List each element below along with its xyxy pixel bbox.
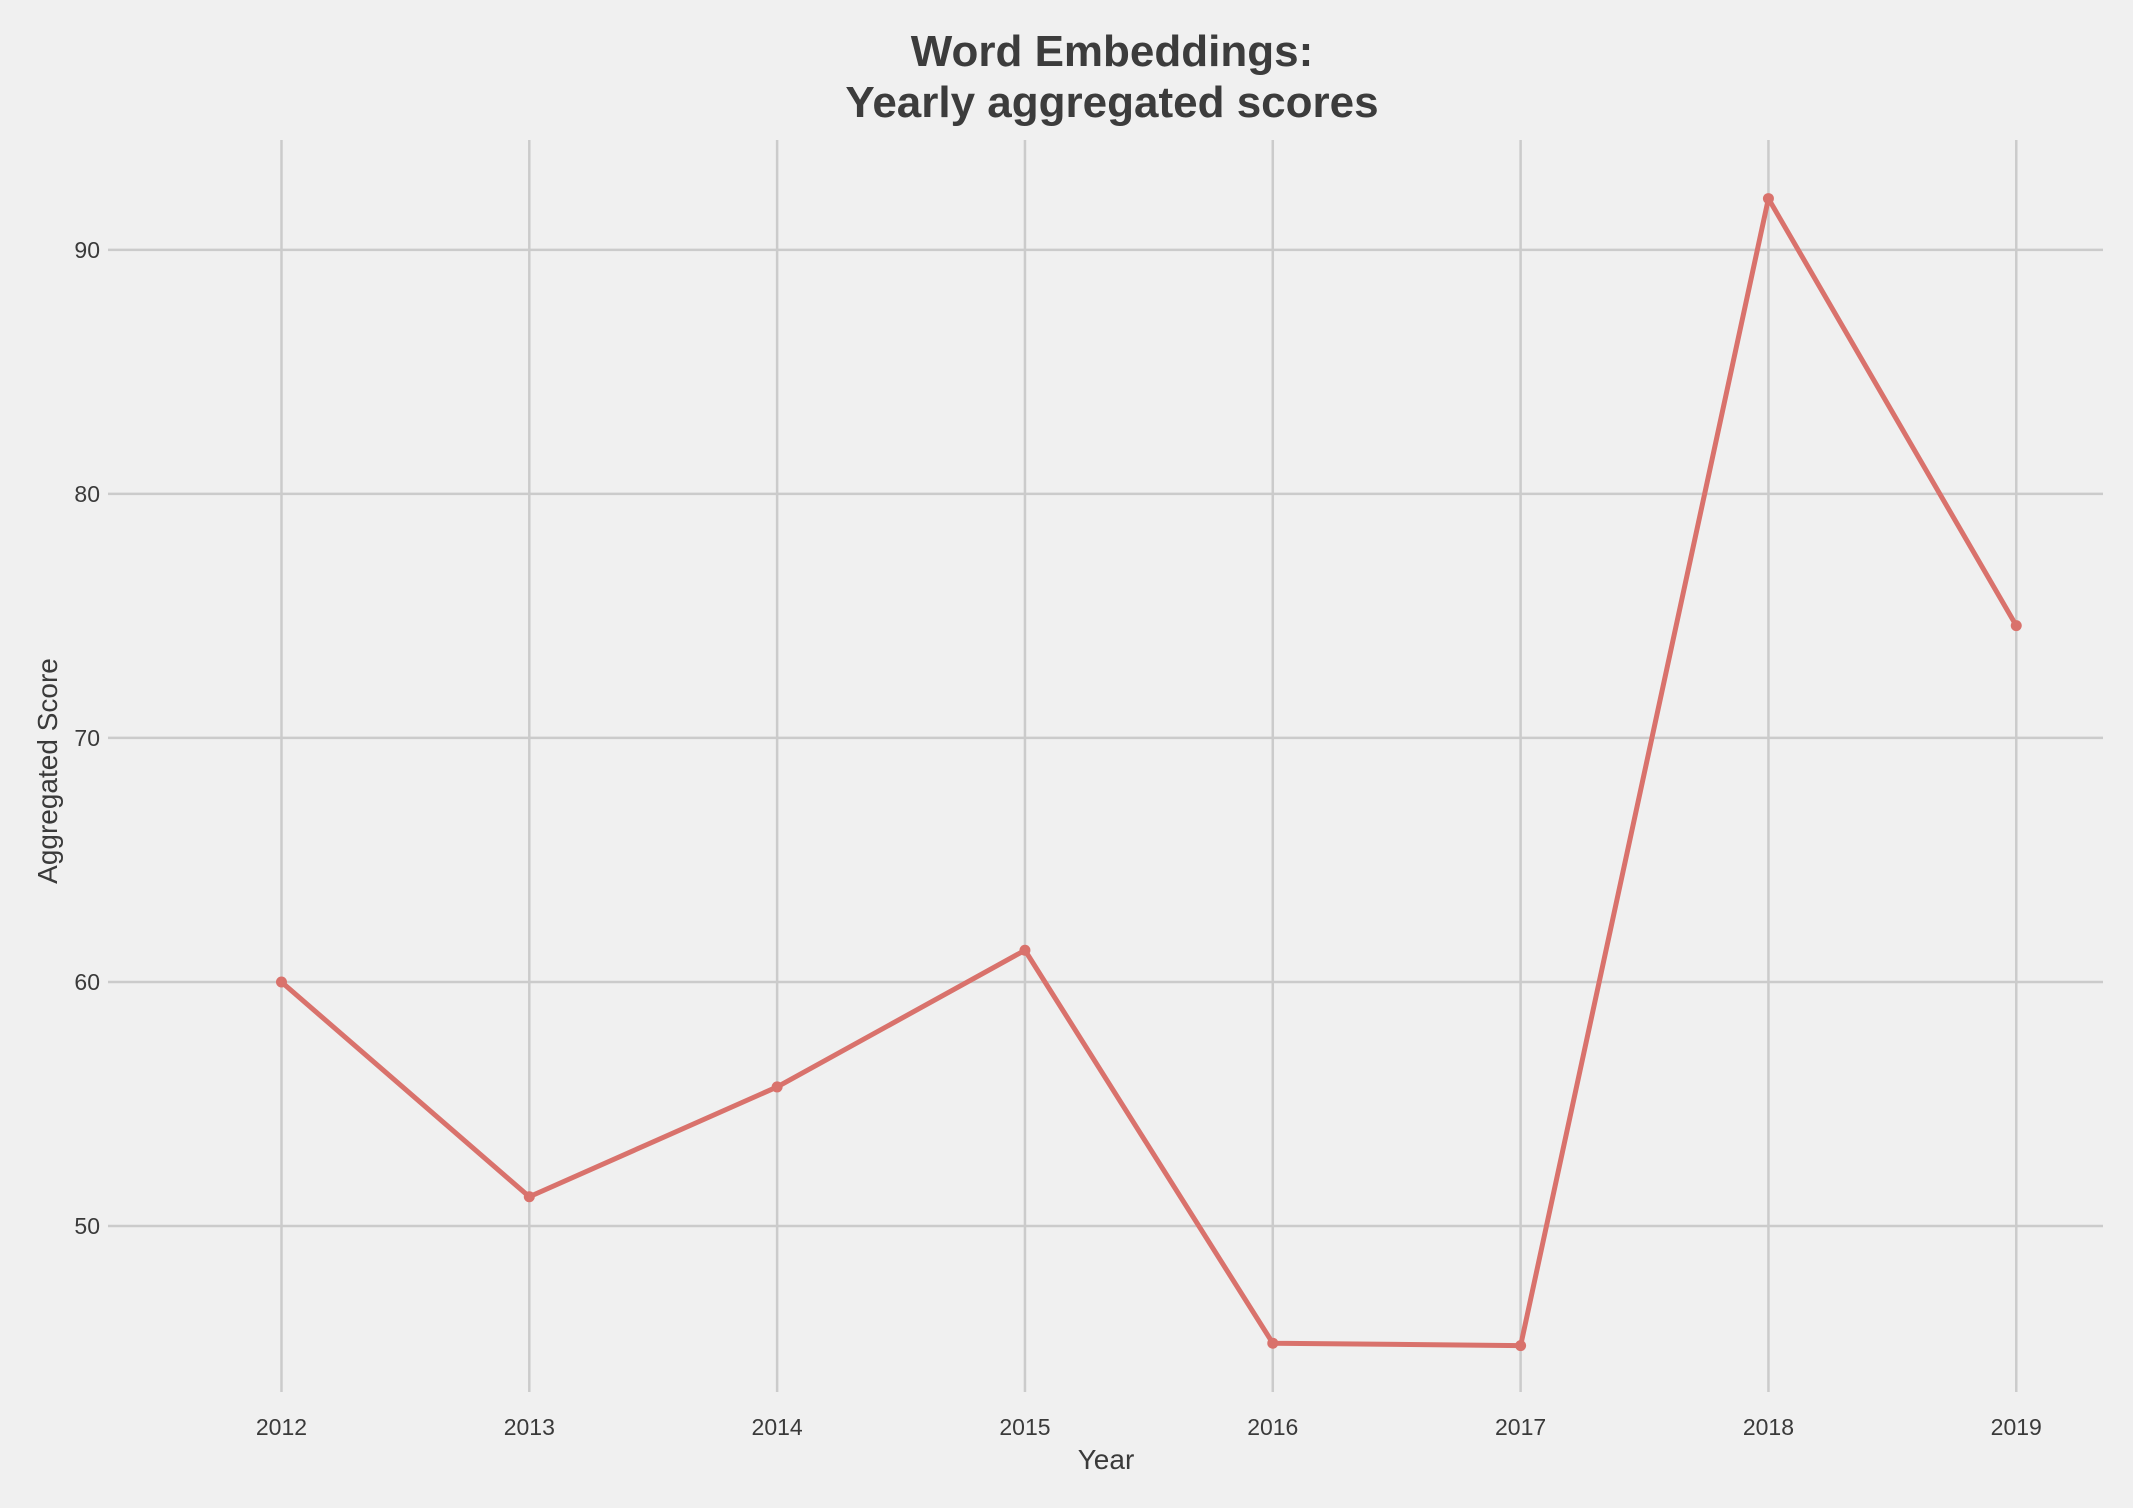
data-point	[523, 1191, 535, 1203]
x-tick-label: 2016	[1247, 1414, 1298, 1440]
x-tick-label: 2015	[999, 1414, 1050, 1440]
data-point	[1762, 193, 1774, 205]
x-tick-label: 2014	[752, 1414, 803, 1440]
data-point	[1019, 944, 1031, 956]
x-axis-ticks: 2012 2013 2014 2015 2016 2017 2018 2019	[256, 1414, 2042, 1440]
y-axis-label: Aggregated Score	[32, 658, 63, 884]
series-line	[278, 196, 2019, 1349]
chart-title-line-2: Yearly aggregated scores	[845, 78, 1378, 127]
x-tick-label: 2019	[1991, 1414, 2042, 1440]
x-tick-label: 2018	[1743, 1414, 1794, 1440]
data-point	[1267, 1337, 1279, 1349]
x-tick-label: 2017	[1495, 1414, 1546, 1440]
y-tick-label: 50	[74, 1213, 100, 1239]
x-tick-label: 2012	[256, 1414, 307, 1440]
data-point	[275, 976, 287, 988]
data-point	[1515, 1340, 1527, 1352]
chart-title-line-1: Word Embeddings:	[911, 27, 1314, 76]
data-point	[2010, 620, 2022, 632]
y-tick-label: 70	[74, 725, 100, 751]
y-tick-label: 80	[74, 481, 100, 507]
data-point	[771, 1081, 783, 1093]
grid	[108, 140, 2103, 1392]
x-axis-label: Year	[1078, 1444, 1135, 1475]
y-axis-ticks: 50 60 70 80 90	[74, 237, 100, 1239]
x-tick-label: 2013	[504, 1414, 555, 1440]
y-tick-label: 90	[74, 237, 100, 263]
y-tick-label: 60	[74, 969, 100, 995]
series-layer	[275, 193, 2022, 1352]
